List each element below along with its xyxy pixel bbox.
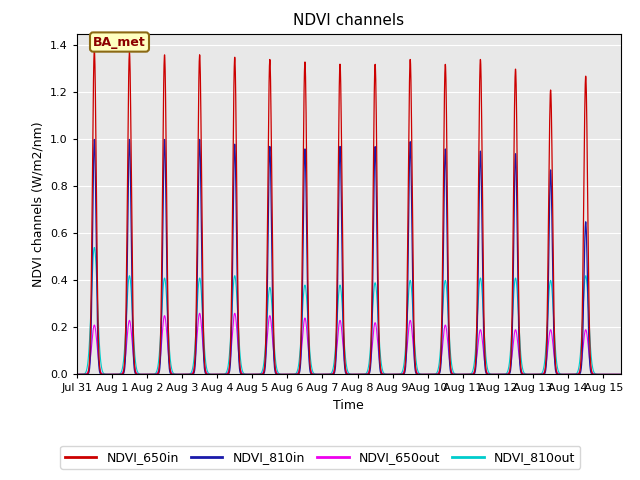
NDVI_650out — [282, 372, 289, 377]
X-axis label: Time: Time — [333, 399, 364, 412]
NDVI_650in — [168, 371, 175, 377]
Line: NDVI_650out: NDVI_650out — [77, 313, 621, 374]
NDVI_810in — [196, 136, 204, 142]
NDVI_810out — [168, 364, 175, 370]
NDVI_810in — [617, 372, 625, 377]
NDVI_650out — [607, 372, 614, 377]
NDVI_650in — [617, 372, 625, 377]
NDVI_810out — [90, 245, 98, 251]
NDVI_810out — [135, 371, 143, 377]
NDVI_650in — [305, 343, 313, 349]
NDVI_810in — [305, 359, 313, 365]
Text: BA_met: BA_met — [93, 36, 146, 48]
Title: NDVI channels: NDVI channels — [293, 13, 404, 28]
Line: NDVI_810out: NDVI_810out — [77, 248, 621, 374]
Y-axis label: NDVI channels (W/m2/nm): NDVI channels (W/m2/nm) — [31, 121, 44, 287]
NDVI_810in — [135, 372, 143, 377]
NDVI_810out — [73, 372, 81, 377]
NDVI_650in — [282, 372, 289, 377]
NDVI_650out — [135, 372, 143, 377]
NDVI_650in — [135, 372, 143, 377]
NDVI_810in — [607, 372, 614, 377]
NDVI_810in — [167, 372, 175, 377]
NDVI_650out — [167, 369, 175, 375]
NDVI_810out — [607, 372, 614, 377]
NDVI_810in — [73, 372, 81, 377]
NDVI_650out — [305, 356, 313, 362]
NDVI_650out — [548, 331, 556, 336]
NDVI_650in — [73, 372, 81, 377]
NDVI_810out — [548, 284, 556, 289]
NDVI_810out — [617, 372, 625, 377]
NDVI_810out — [282, 372, 289, 377]
NDVI_650in — [607, 372, 614, 377]
NDVI_810out — [305, 339, 313, 345]
NDVI_810in — [548, 203, 556, 208]
NDVI_650in — [548, 129, 556, 134]
Line: NDVI_810in: NDVI_810in — [77, 139, 621, 374]
NDVI_650out — [73, 372, 81, 377]
NDVI_650in — [90, 47, 98, 53]
NDVI_650out — [196, 311, 204, 316]
NDVI_810in — [282, 372, 289, 377]
Line: NDVI_650in: NDVI_650in — [77, 50, 621, 374]
NDVI_650out — [617, 372, 625, 377]
Legend: NDVI_650in, NDVI_810in, NDVI_650out, NDVI_810out: NDVI_650in, NDVI_810in, NDVI_650out, NDV… — [60, 446, 580, 469]
